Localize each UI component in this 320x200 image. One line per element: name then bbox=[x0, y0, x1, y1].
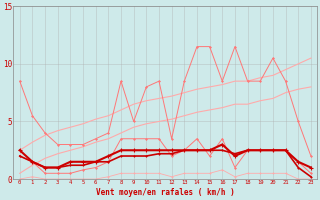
X-axis label: Vent moyen/en rafales ( km/h ): Vent moyen/en rafales ( km/h ) bbox=[96, 188, 235, 197]
